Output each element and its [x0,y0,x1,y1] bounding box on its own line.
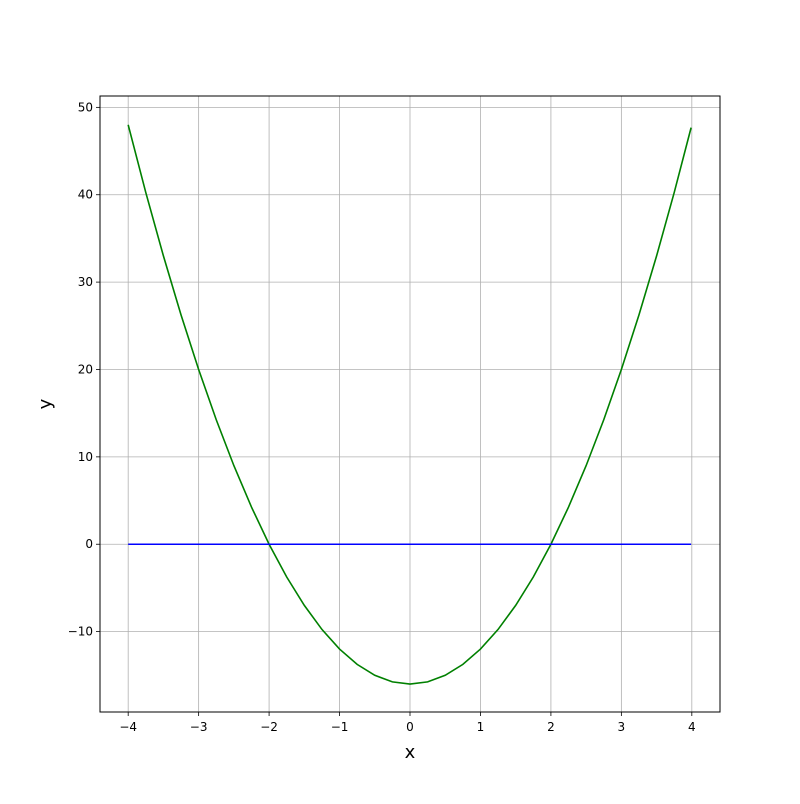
y-tick-label: 30 [78,275,93,289]
x-tick-label: 0 [406,720,414,734]
x-tick-label: −3 [190,720,208,734]
x-axis-label: x [405,742,416,763]
series-line-parabola [127,124,692,685]
y-tick-label: 40 [78,188,93,202]
x-tick-label: 4 [688,720,696,734]
x-tick-label: 1 [477,720,485,734]
y-tick-label: 20 [78,362,93,376]
series-group [127,124,692,685]
y-tick-label: 50 [78,100,93,114]
y-tick-label: 10 [78,450,93,464]
x-tick-label: 3 [618,720,626,734]
y-tick-label: 0 [85,537,93,551]
grid [100,96,720,712]
x-tick-label: −2 [260,720,278,734]
y-axis-label: y [35,398,56,409]
y-tick-label: −10 [68,625,93,639]
x-tick-label: −4 [119,720,137,734]
x-tick-label: −1 [331,720,349,734]
x-tick-label: 2 [547,720,555,734]
